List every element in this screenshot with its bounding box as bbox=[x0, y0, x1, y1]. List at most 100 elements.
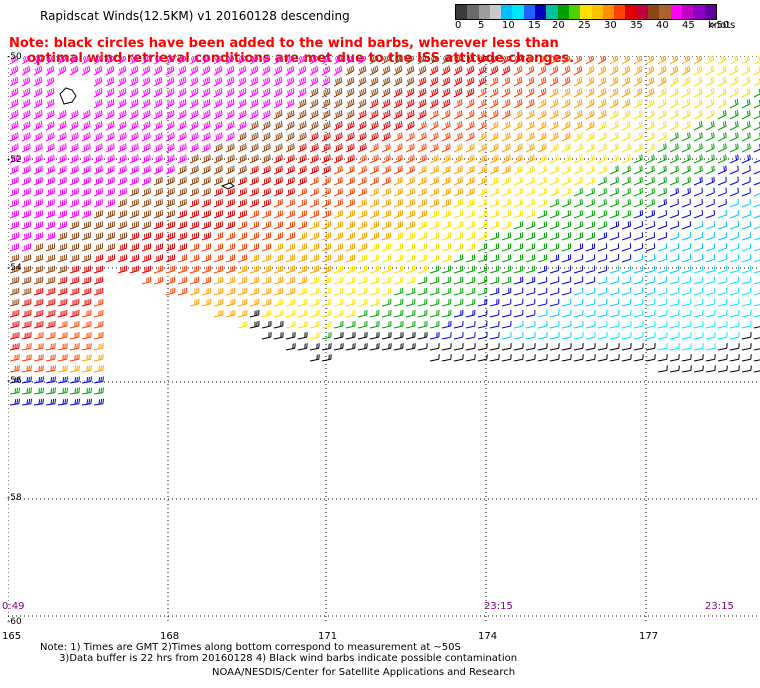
wind-barb bbox=[45, 276, 56, 285]
wind-barb bbox=[465, 198, 475, 208]
wind-barb bbox=[321, 276, 332, 285]
wind-barb bbox=[429, 332, 440, 340]
wind-barb bbox=[537, 187, 547, 197]
wind-barb bbox=[261, 332, 272, 340]
wind-barb bbox=[741, 121, 751, 131]
wind-barb bbox=[561, 198, 571, 208]
wind-barb bbox=[729, 265, 740, 274]
wind-barb bbox=[741, 354, 752, 362]
wind-barb bbox=[453, 56, 463, 65]
wind-barb bbox=[33, 243, 44, 252]
wind-barb bbox=[105, 176, 115, 186]
wind-barb bbox=[645, 87, 655, 98]
wind-barb bbox=[21, 365, 32, 373]
wind-barb bbox=[69, 176, 79, 186]
wind-barb bbox=[477, 187, 487, 197]
wind-barb bbox=[381, 98, 391, 109]
wind-barb bbox=[57, 221, 67, 230]
wind-barb bbox=[729, 56, 739, 65]
wind-barb bbox=[57, 276, 68, 285]
legend-swatch bbox=[535, 5, 547, 19]
wind-barb bbox=[513, 343, 524, 351]
wind-barb bbox=[585, 287, 596, 296]
wind-barb bbox=[441, 343, 452, 351]
wind-barb bbox=[417, 243, 428, 252]
wind-barb bbox=[549, 287, 560, 296]
wind-barb bbox=[57, 154, 67, 164]
wind-barb bbox=[741, 154, 751, 164]
note-line-1: Note: black circles have been added to t… bbox=[9, 36, 559, 51]
wind-barb bbox=[105, 132, 115, 142]
wind-speed-color-legend bbox=[455, 4, 717, 20]
wind-barb bbox=[705, 198, 715, 208]
wind-barb bbox=[453, 98, 463, 109]
wind-barb bbox=[105, 110, 115, 120]
wind-barb bbox=[561, 154, 571, 164]
wind-barb bbox=[645, 320, 656, 329]
wind-barb bbox=[201, 287, 212, 296]
wind-barb bbox=[129, 65, 139, 76]
wind-barb bbox=[393, 232, 403, 241]
wind-barb bbox=[45, 376, 56, 384]
wind-barb bbox=[561, 143, 571, 153]
wind-barb bbox=[81, 221, 91, 230]
wind-barb bbox=[105, 76, 115, 87]
wind-barb bbox=[201, 254, 212, 263]
wind-barb bbox=[729, 187, 739, 197]
wind-barb bbox=[633, 343, 644, 351]
wind-barb bbox=[153, 265, 164, 274]
wind-barb bbox=[621, 343, 632, 351]
wind-barb bbox=[441, 320, 452, 329]
wind-barb bbox=[249, 298, 260, 307]
wind-barb bbox=[333, 221, 343, 230]
wind-barb bbox=[489, 209, 499, 219]
wind-barb bbox=[117, 87, 127, 98]
wind-barb bbox=[333, 56, 343, 65]
wind-barb bbox=[213, 309, 224, 318]
wind-barb bbox=[561, 343, 572, 351]
wind-barb bbox=[621, 209, 631, 219]
wind-barb bbox=[429, 198, 439, 208]
wind-barb bbox=[93, 65, 103, 76]
wind-barb bbox=[429, 187, 439, 197]
wind-barb bbox=[273, 287, 284, 296]
wind-barb bbox=[561, 187, 571, 197]
wind-barb bbox=[213, 56, 223, 65]
wind-barb bbox=[201, 143, 211, 153]
wind-barb bbox=[369, 110, 379, 120]
wind-barb bbox=[381, 65, 391, 76]
wind-barb bbox=[501, 332, 512, 340]
wind-barb bbox=[297, 265, 308, 274]
wind-barb bbox=[69, 65, 79, 76]
wind-barb bbox=[9, 187, 19, 197]
wind-barb bbox=[333, 76, 343, 87]
wind-barb bbox=[321, 332, 332, 340]
wind-barb bbox=[633, 132, 643, 142]
wind-barb bbox=[501, 198, 511, 208]
wind-barb bbox=[249, 132, 259, 142]
wind-barb bbox=[489, 98, 499, 109]
wind-barb bbox=[57, 198, 67, 208]
wind-barb bbox=[477, 243, 488, 252]
wind-barb bbox=[21, 65, 31, 76]
wind-barb bbox=[129, 187, 139, 197]
wind-barb bbox=[369, 65, 379, 76]
wind-barb bbox=[369, 187, 379, 197]
wind-barb bbox=[525, 76, 535, 87]
wind-barb bbox=[741, 298, 752, 307]
wind-barb bbox=[45, 154, 55, 164]
wind-barb bbox=[189, 87, 199, 98]
wind-barb bbox=[525, 176, 535, 186]
wind-barb bbox=[273, 221, 283, 230]
wind-barb bbox=[693, 56, 703, 65]
wind-barb bbox=[33, 376, 44, 384]
wind-barb bbox=[285, 243, 296, 252]
wind-barb bbox=[405, 98, 415, 109]
wind-barb bbox=[153, 154, 163, 164]
wind-barb bbox=[465, 287, 476, 296]
wind-barb bbox=[21, 287, 32, 296]
wind-barb bbox=[621, 332, 632, 340]
wind-barb bbox=[381, 187, 391, 197]
wind-barb bbox=[525, 287, 536, 296]
wind-barb bbox=[621, 65, 631, 76]
